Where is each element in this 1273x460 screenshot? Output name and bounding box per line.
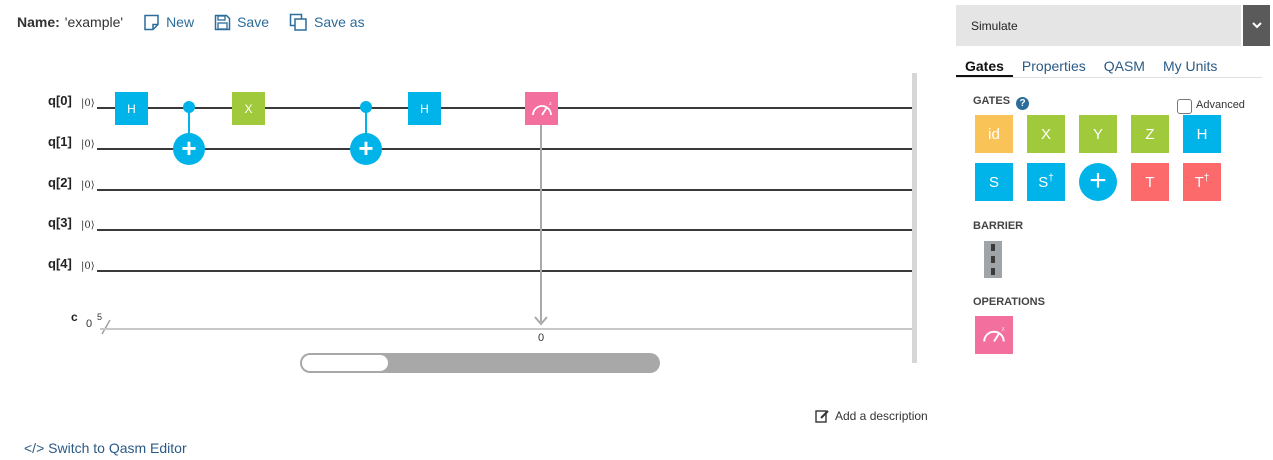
h-gate[interactable]: H	[408, 92, 441, 125]
svg-text:z: z	[549, 101, 552, 107]
switch-to-qasm-editor-link[interactable]: </> Switch to Qasm Editor	[24, 440, 187, 456]
chevron-down-icon	[1251, 22, 1262, 29]
register-slash-icon	[101, 319, 111, 335]
name-label: Name:	[17, 14, 60, 30]
panel-tabs: Gates Properties QASM My Units	[956, 56, 1262, 78]
measure-bit-label: 0	[538, 332, 545, 344]
svg-text:z: z	[1002, 327, 1005, 333]
qubit-init-ket: |0⟩	[81, 98, 95, 109]
palette-t-gate[interactable]: T	[1131, 163, 1169, 201]
qubit-label: q[1]	[48, 134, 72, 149]
palette-z-gate[interactable]: Z	[1131, 115, 1169, 153]
qubit-init-ket: |0⟩	[81, 261, 95, 272]
cnot-connector	[188, 107, 190, 147]
barrier-section-title: BARRIER	[973, 220, 1024, 232]
add-description-link[interactable]: Add a description	[815, 409, 928, 423]
tab-qasm[interactable]: QASM	[1103, 58, 1145, 74]
circuit-end-bar	[912, 73, 917, 363]
save-button[interactable]: Save	[214, 14, 269, 31]
palette-tdg-gate[interactable]: T †	[1183, 163, 1221, 201]
circuit-canvas[interactable]: q[0] |0⟩ q[1] |0⟩ q[2] |0⟩ q[3] |0⟩ q[4]…	[0, 70, 920, 370]
arrow-down-icon	[534, 316, 548, 326]
scrollbar-thumb[interactable]	[302, 355, 388, 371]
qubit-init-ket: |0⟩	[81, 220, 95, 231]
qubit-wire-q4[interactable]	[97, 270, 915, 272]
classical-width: 5	[97, 312, 103, 322]
new-file-icon	[144, 14, 159, 30]
palette-s-gate[interactable]: S	[975, 163, 1013, 201]
palette-h-gate[interactable]: H	[1183, 115, 1221, 153]
edit-icon	[815, 410, 829, 423]
copy-icon	[289, 13, 307, 31]
cnot-connector	[365, 107, 367, 147]
advanced-toggle[interactable]: Advanced	[1177, 95, 1245, 114]
operations-section-title: OPERATIONS	[973, 296, 1045, 308]
classical-wire[interactable]	[100, 328, 915, 330]
palette-barrier[interactable]	[984, 241, 1002, 278]
barrier-dash	[991, 256, 995, 263]
measure-gate[interactable]: z	[525, 92, 558, 125]
qubit-init-ket: |0⟩	[81, 139, 95, 150]
tab-gates[interactable]: Gates	[956, 56, 1013, 77]
qubit-label: q[0]	[48, 93, 72, 108]
circuit-name[interactable]: 'example'	[64, 14, 124, 30]
qubit-label: q[4]	[48, 256, 72, 271]
save-as-label: Save as	[314, 14, 365, 30]
gauge-icon: z	[983, 327, 1005, 343]
gates-section-title: GATES?	[973, 95, 1030, 110]
tdg-letter: T	[1194, 173, 1204, 191]
advanced-label: Advanced	[1196, 98, 1245, 111]
circuit-scrollbar[interactable]	[300, 353, 660, 373]
save-label: Save	[237, 14, 269, 30]
cnot-target[interactable]: +	[173, 133, 205, 165]
classical-label: c	[71, 310, 78, 324]
new-label: New	[166, 14, 195, 30]
toolbar: Name: 'example' New Save Save as	[17, 10, 365, 34]
palette-y-gate[interactable]: Y	[1079, 115, 1117, 153]
qubit-wire-q3[interactable]	[97, 229, 915, 231]
floppy-disk-icon	[214, 14, 231, 30]
measure-line	[540, 124, 542, 322]
palette-x-gate[interactable]: X	[1027, 115, 1065, 153]
cnot-control[interactable]	[360, 101, 372, 113]
dagger-mark: †	[1203, 172, 1210, 184]
barrier-dash	[991, 244, 995, 251]
qubit-label: q[2]	[48, 175, 72, 190]
tab-my-units[interactable]: My Units	[1162, 58, 1218, 74]
palette-measure-gate[interactable]: z	[975, 316, 1013, 354]
palette-cnot-gate[interactable]: +	[1079, 163, 1117, 201]
simulate-dropdown-button[interactable]	[1243, 5, 1270, 46]
palette-sdg-gate[interactable]: S †	[1027, 163, 1065, 201]
qubit-init-ket: |0⟩	[81, 180, 95, 191]
gauge-icon: z	[531, 101, 552, 115]
qubit-label: q[3]	[48, 215, 72, 230]
cnot-control[interactable]	[183, 101, 195, 113]
simulate-select[interactable]: Simulate	[956, 5, 1241, 46]
barrier-dash	[991, 268, 995, 275]
new-button[interactable]: New	[143, 14, 194, 31]
h-gate[interactable]: H	[115, 92, 148, 125]
tab-properties[interactable]: Properties	[1021, 58, 1086, 74]
save-as-button[interactable]: Save as	[289, 13, 365, 32]
x-gate[interactable]: X	[232, 92, 265, 125]
cnot-target[interactable]: +	[350, 133, 382, 165]
advanced-checkbox[interactable]	[1177, 99, 1192, 114]
qubit-wire-q1[interactable]	[97, 148, 915, 150]
qubit-wire-q2[interactable]	[97, 189, 915, 191]
add-description-label: Add a description	[835, 409, 928, 423]
sdg-letter: S	[1038, 173, 1049, 191]
dagger-mark: †	[1048, 172, 1054, 184]
palette-id-gate[interactable]: id	[975, 115, 1013, 153]
gates-title: GATES	[973, 95, 1011, 107]
classical-init: 0	[86, 318, 93, 330]
qubit-wire-q0[interactable]	[97, 107, 915, 109]
help-icon[interactable]: ?	[1016, 97, 1030, 110]
